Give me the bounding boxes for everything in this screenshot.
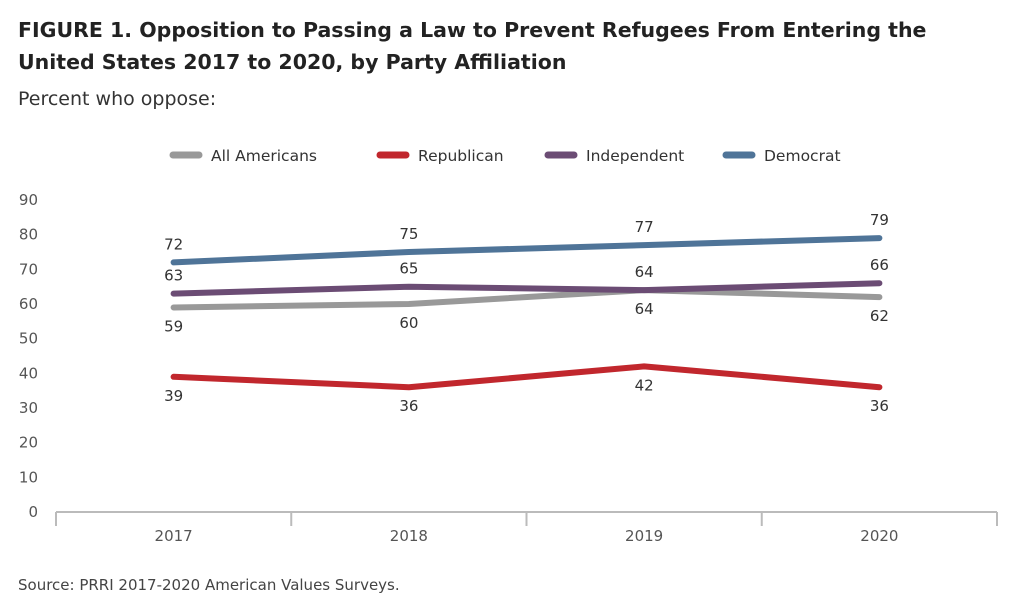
legend-label: Independent xyxy=(586,147,684,165)
x-tick-label: 2017 xyxy=(155,527,193,545)
series-line xyxy=(170,235,883,266)
y-tick-label: 0 xyxy=(28,503,38,521)
y-tick-label: 50 xyxy=(19,330,38,348)
data-label: 42 xyxy=(635,376,654,394)
data-label: 75 xyxy=(399,225,418,243)
data-label: 36 xyxy=(870,397,889,415)
data-label: 66 xyxy=(870,256,889,274)
y-tick-label: 60 xyxy=(19,295,38,313)
data-label: 79 xyxy=(870,211,889,229)
y-tick-label: 70 xyxy=(19,260,38,278)
legend-label: All Americans xyxy=(211,147,317,165)
y-tick-label: 80 xyxy=(19,226,38,244)
y-tick-label: 10 xyxy=(19,468,38,486)
series-line xyxy=(170,280,883,297)
data-label: 77 xyxy=(635,218,654,236)
data-label: 60 xyxy=(399,314,418,332)
data-label: 62 xyxy=(870,307,889,325)
legend-label: Democrat xyxy=(764,147,841,165)
series-line xyxy=(170,363,883,391)
x-tick-label: 2020 xyxy=(860,527,898,545)
data-label: 39 xyxy=(164,387,183,405)
x-tick-label: 2019 xyxy=(625,527,663,545)
data-label: 59 xyxy=(164,317,183,335)
source-note: Source: PRRI 2017-2020 American Values S… xyxy=(18,576,400,594)
data-label: 64 xyxy=(635,263,654,281)
y-tick-label: 90 xyxy=(19,191,38,209)
data-label: 65 xyxy=(399,260,418,278)
data-label: 36 xyxy=(399,397,418,415)
chart-subtitle: Percent who oppose: xyxy=(18,88,217,110)
x-tick-label: 2018 xyxy=(390,527,428,545)
series-line xyxy=(170,287,883,311)
data-label: 72 xyxy=(164,235,183,253)
data-label: 64 xyxy=(635,300,654,318)
legend-label: Republican xyxy=(418,147,504,165)
y-tick-label: 20 xyxy=(19,434,38,452)
chart-title: FIGURE 1. Opposition to Passing a Law to… xyxy=(18,18,927,74)
y-tick-label: 30 xyxy=(19,399,38,417)
y-tick-label: 40 xyxy=(19,364,38,382)
data-label: 63 xyxy=(164,267,183,285)
